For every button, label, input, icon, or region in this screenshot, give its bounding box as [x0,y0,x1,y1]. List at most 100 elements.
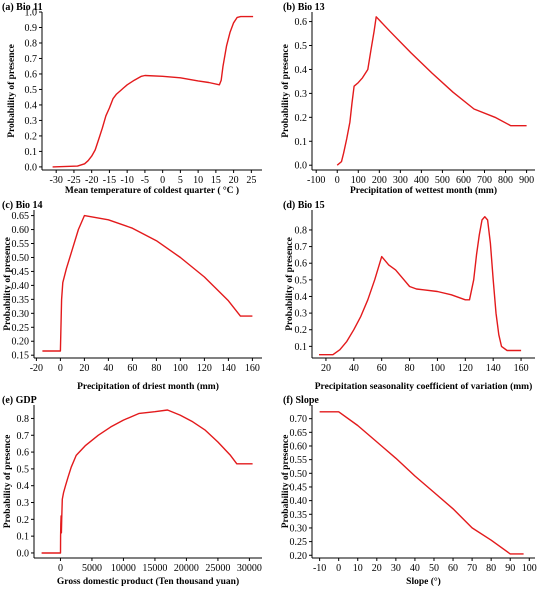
x-axis-label: Precipitation seasonality coefficient of… [315,381,532,392]
y-tick-label: 0.50 [290,469,308,480]
response-curve [52,15,254,168]
x-tick-label: -20 [85,175,98,186]
x-axis-label: Precipitation of driest month (mm) [77,381,219,392]
x-tick-label: 20 [79,363,89,374]
x-tick-label: 100 [430,363,445,374]
x-tick-label: 300 [393,175,408,186]
panel-letter: (e) [2,395,16,406]
panel-title: Bio 14 [16,200,43,211]
x-tick-label: 120 [458,363,473,374]
panel-letter: (f) [283,395,296,406]
y-tick-label: 0.0 [25,162,38,173]
x-tick-label: 40 [410,563,420,574]
x-tick-label: 200 [372,175,387,186]
x-tick-label: 0 [336,563,341,574]
y-tick-label: 0.0 [17,548,30,559]
x-tick-label: -5 [141,175,149,186]
panel-letter: (c) [2,200,16,211]
y-tick-label: 0.8 [295,225,308,236]
panel-heading: (d) Bio 15 [283,200,325,211]
y-tick-label: 0.40 [12,281,30,292]
y-tick-label: 0.7 [17,431,30,442]
y-tick-label: 0.2 [295,325,308,336]
response-curve [41,409,253,554]
x-tick-label: 40 [349,363,359,374]
y-tick-label: 0.40 [290,496,308,507]
x-tick-label: 0 [58,363,63,374]
y-tick-label: 0.35 [290,510,308,521]
y-tick-label: 0.5 [295,275,308,286]
y-tick-label: 0.3 [25,116,38,127]
panel-bio13: (b) Bio 13 -100 0 100 200 300 400 500 600 700 800 9… [281,2,535,196]
x-tick-label: -10 [313,563,326,574]
panel-slope: (f) Slope -10 0 10 20 30 40 50 60 70 80 90 100 0.20 0.… [281,395,537,587]
response-curve [336,16,527,166]
y-tick-label: 0.55 [12,239,30,250]
y-tick-label: 0.8 [17,414,30,425]
y-tick-label: 0.2 [17,515,30,526]
panel-title: GDP [16,395,37,406]
x-tick-label: 900 [519,175,534,186]
panel-bio15: (d) Bio 15 20 40 60 80 100 120 140 160 0.1 0.2 0.3 0… [283,200,535,392]
x-tick-label: 0 [335,175,340,186]
y-tick-label: 1.0 [25,8,38,19]
y-tick-label: 0.45 [290,482,308,493]
y-tick-label: 0.60 [290,441,308,452]
y-tick-label: 0.65 [12,211,30,222]
x-tick-label: 40 [103,363,113,374]
x-tick-label: 10000 [111,563,136,574]
x-tick-label: 400 [414,175,429,186]
x-tick-label: 90 [505,563,515,574]
y-tick-label: 0.5 [25,85,38,96]
y-tick-label: 0.35 [12,295,30,306]
x-tick-label: 15000 [142,563,167,574]
panel-letter: (b) [283,2,298,13]
y-tick-label: 0.3 [17,498,30,509]
y-tick-label: 0.25 [290,537,308,548]
x-tick-label: -25 [67,175,80,186]
y-tick-label: 0.7 [295,242,308,253]
y-tick-label: 0.50 [12,253,30,264]
x-axis-label: Slope (°) [406,576,441,587]
x-tick-label: 0 [160,175,165,186]
x-tick-label: 0 [58,563,63,574]
x-tick-label: 160 [245,363,260,374]
y-tick-label: 0.65 [290,428,308,439]
panel-heading: (a) Bio 11 [2,2,43,13]
y-tick-label: 0.1 [295,342,308,353]
y-axis-label: Probability of presence [281,44,291,138]
y-tick-label: 0.3 [295,89,308,100]
x-tick-label: 140 [486,363,501,374]
y-tick-label: 0.70 [290,414,308,425]
y-tick-label: 0.4 [295,65,308,76]
x-tick-label: 25000 [205,563,230,574]
x-tick-label: 80 [405,363,415,374]
x-tick-label: 800 [498,175,513,186]
panel-heading: (e) GDP [2,395,37,406]
x-tick-label: 100 [173,363,188,374]
x-tick-label: 60 [377,363,387,374]
x-tick-label: 120 [197,363,212,374]
x-tick-label: 600 [456,175,471,186]
y-tick-label: 0.20 [290,551,308,562]
response-curve [319,215,522,356]
y-tick-label: 0.1 [17,532,30,543]
response-curve [319,411,524,555]
y-tick-label: 0.4 [25,100,38,111]
x-tick-label: 100 [351,175,366,186]
y-tick-label: 0.1 [25,147,38,158]
y-tick-label: 0.3 [295,309,308,320]
x-tick-label: 700 [477,175,492,186]
x-axis-label: Mean temperature of coldest quarter ( °C… [65,185,239,196]
x-tick-label: 160 [514,363,529,374]
y-axis-label: Probability of presence [3,237,13,331]
x-tick-label: 20000 [174,563,199,574]
y-tick-label: 0.60 [12,225,30,236]
y-tick-label: 0.15 [12,351,30,362]
x-tick-label: 80 [151,363,161,374]
x-tick-label: 30 [391,563,401,574]
y-tick-label: 0.30 [290,523,308,534]
response-curve [42,214,253,352]
y-tick-label: 0.6 [295,259,308,270]
